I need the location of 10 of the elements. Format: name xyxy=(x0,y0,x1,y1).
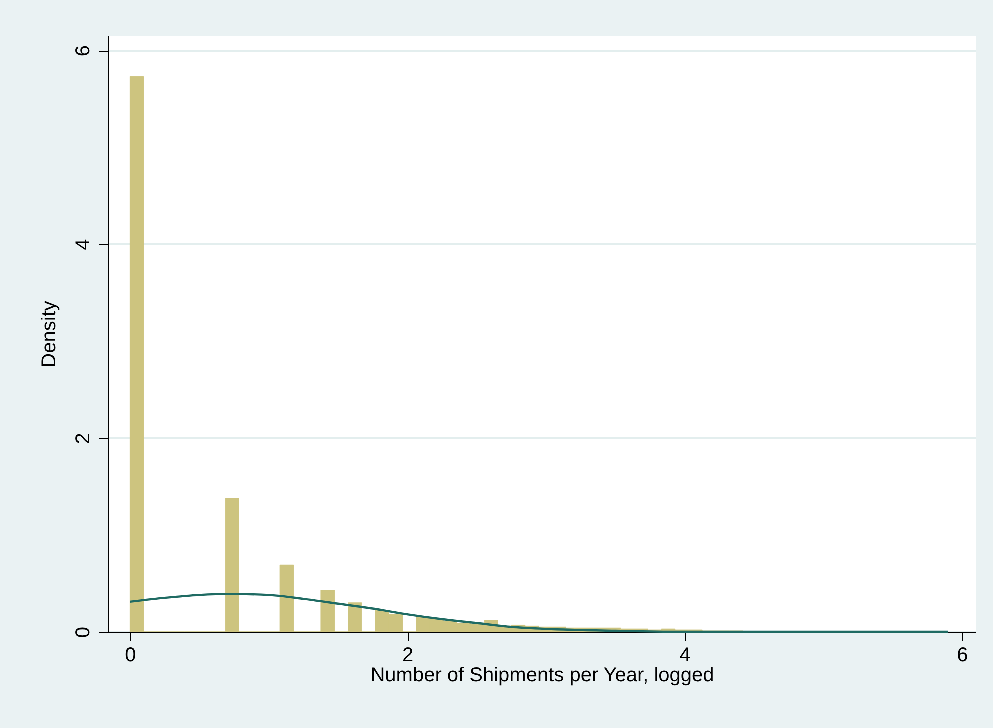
y-tick-label: 2 xyxy=(72,433,94,444)
x-axis-title: Number of Shipments per Year, logged xyxy=(370,664,714,686)
x-tick-label: 6 xyxy=(957,644,968,666)
y-tick-label: 0 xyxy=(72,626,94,638)
y-tick-label: 4 xyxy=(72,239,94,250)
x-tick-label: 2 xyxy=(402,644,414,666)
y-tick-label: 6 xyxy=(72,45,94,57)
y-axis-title: Density xyxy=(38,301,60,368)
x-tick-label: 0 xyxy=(125,644,136,666)
x-tick-label: 4 xyxy=(680,644,691,666)
